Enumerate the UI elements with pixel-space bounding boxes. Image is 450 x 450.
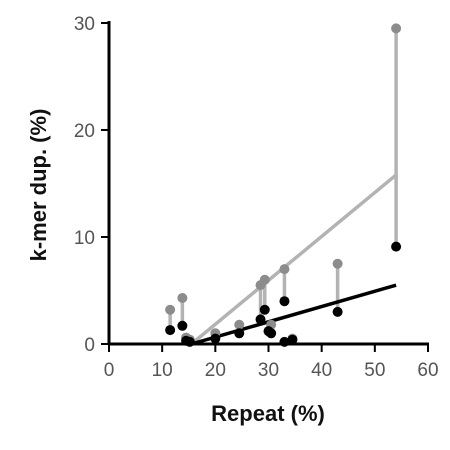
gray-point (391, 23, 402, 34)
gray-fit-line (190, 173, 398, 346)
black-point (332, 306, 343, 317)
black-fit-line (190, 283, 397, 346)
x-tick-labels: 0 10 20 30 40 50 60 (104, 360, 439, 381)
x-tick-label: 60 (417, 360, 438, 381)
x-tick-label: 10 (152, 360, 173, 381)
gray-point (165, 304, 176, 315)
x-tick-label: 40 (311, 360, 332, 381)
y-tick-label: 20 (74, 121, 95, 142)
black-point (177, 320, 188, 331)
gray-point (177, 292, 188, 303)
gray-point (279, 264, 290, 275)
x-tick-label: 30 (258, 360, 279, 381)
y-axis-title: k-mer dup. (%) (26, 109, 51, 262)
axes (107, 21, 429, 346)
black-point (279, 296, 290, 307)
x-tick-label: 50 (364, 360, 385, 381)
gray-point (332, 258, 343, 269)
y-tick-label: 10 (74, 228, 95, 249)
black-point (165, 325, 176, 336)
data-points (165, 23, 402, 347)
x-tick-label: 20 (205, 360, 226, 381)
gray-point (259, 274, 270, 285)
black-point (263, 326, 274, 337)
y-tick-label: 0 (84, 335, 95, 356)
black-point (210, 333, 221, 344)
gray-point (234, 319, 245, 330)
black-point (259, 304, 270, 315)
black-point (287, 334, 298, 345)
black-point (255, 314, 266, 325)
x-tick-label: 0 (104, 360, 115, 381)
y-tick-label: 30 (74, 14, 95, 35)
black-point (234, 328, 245, 339)
x-axis-title: Repeat (%) (211, 401, 325, 426)
y-tick-labels: 0 10 20 30 (74, 14, 95, 356)
black-point (391, 241, 402, 252)
regression-lines (190, 173, 398, 346)
tick-marks (101, 22, 429, 352)
